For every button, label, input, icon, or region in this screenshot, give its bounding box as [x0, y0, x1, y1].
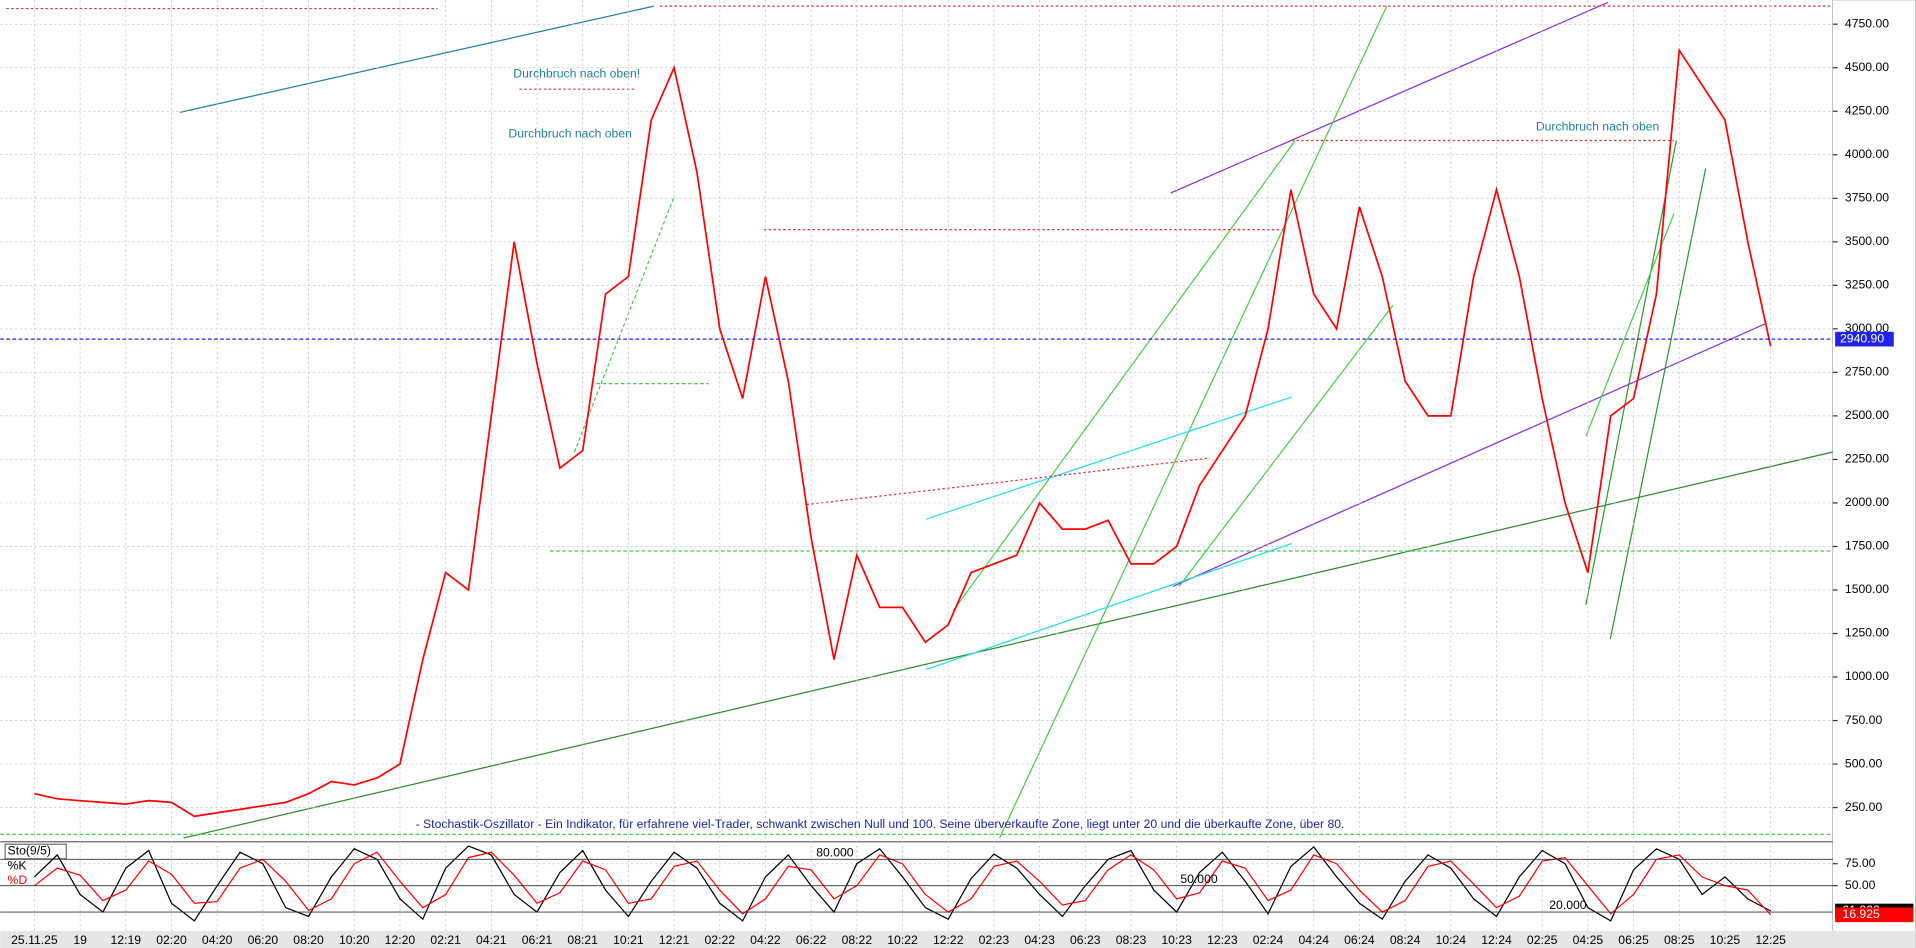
- trend-line: [1585, 213, 1675, 437]
- x-tick-label: 04:25: [1573, 933, 1604, 947]
- x-tick-label: 10:22: [887, 933, 918, 947]
- y-tick-label: 1000.00: [1845, 669, 1889, 683]
- y-tick-label: 2750.00: [1845, 365, 1889, 379]
- indicator-box[interactable]: [4, 843, 67, 860]
- y-tick-label: 4250.00: [1845, 103, 1889, 117]
- trend-line: [926, 396, 1292, 520]
- x-tick-label: 06:21: [522, 933, 553, 947]
- y-tick-label: 3500.00: [1845, 234, 1889, 248]
- level-line: [806, 457, 1210, 506]
- level-label: 20.000: [1549, 898, 1587, 912]
- trend-line: [1585, 140, 1677, 605]
- y-tick-label: 250.00: [1845, 800, 1883, 814]
- level-label: 80.000: [816, 845, 854, 859]
- y-tick-label: 1500.00: [1845, 582, 1889, 596]
- x-tick-label: 08:25: [1664, 933, 1695, 947]
- annotation: Durchbruch nach oben: [1536, 119, 1659, 133]
- x-tick-label: 04:23: [1024, 933, 1055, 947]
- y-tick-label: 75.00: [1845, 856, 1876, 870]
- trend-line: [998, 5, 1388, 839]
- y-tick-label: 3250.00: [1845, 278, 1889, 292]
- x-tick-label: 08:20: [293, 933, 324, 947]
- annotation: Durchbruch nach oben!: [513, 67, 640, 81]
- trend-line: [1609, 168, 1707, 640]
- right-axis-area: [1832, 0, 1916, 948]
- x-tick-label: 10:24: [1436, 933, 1467, 947]
- x-tick-label: 10:23: [1161, 933, 1192, 947]
- x-tick-label: 08:23: [1116, 933, 1147, 947]
- x-tick-label: 06:24: [1344, 933, 1375, 947]
- trend-line: [926, 543, 1292, 671]
- x-tick-label: 12:24: [1481, 933, 1512, 947]
- value-box: [1835, 331, 1894, 347]
- series-line: [34, 851, 1772, 916]
- x-tick-label: 02:25: [1527, 933, 1558, 947]
- y-tick-label: 2000.00: [1845, 495, 1889, 509]
- trend-line: [573, 195, 676, 453]
- y-tick-label: 1250.00: [1845, 626, 1889, 640]
- value-box-label: 16.925: [1842, 907, 1880, 921]
- x-tick-label: 12:23: [1207, 933, 1238, 947]
- y-tick-label: 2250.00: [1845, 452, 1889, 466]
- y-tick-label: 4500.00: [1845, 60, 1889, 74]
- x-tick-label: 08:24: [1390, 933, 1421, 947]
- trend-line: [1172, 323, 1766, 587]
- trend-line: [183, 451, 1833, 839]
- x-tick-label: 12:22: [933, 933, 964, 947]
- x-tick-label: 06:25: [1618, 933, 1649, 947]
- x-tick-label: 08:21: [567, 933, 598, 947]
- x-tick-label: 08:22: [842, 933, 873, 947]
- value-box: [1835, 907, 1914, 923]
- x-tick-label: 02:24: [1253, 933, 1284, 947]
- y-tick-label: 1750.00: [1845, 539, 1889, 553]
- value-box-label: 2940.90: [1840, 331, 1884, 345]
- x-tick-label: 04:21: [476, 933, 507, 947]
- trend-line: [1178, 305, 1394, 587]
- y-tick-label: 50.00: [1845, 878, 1876, 892]
- y-tick-label: 500.00: [1845, 756, 1883, 770]
- x-axis-area: [0, 930, 1916, 948]
- x-tick-label: 12:19: [111, 933, 142, 947]
- x-tick-label: 02:20: [156, 933, 187, 947]
- series-line: [34, 47, 1772, 818]
- level-label: 50.000: [1180, 872, 1218, 886]
- x-tick-label: 06:20: [248, 933, 279, 947]
- trend-line: [952, 140, 1296, 612]
- y-tick-label: 4000.00: [1845, 147, 1889, 161]
- x-tick-label: 02:23: [979, 933, 1010, 947]
- trend-line: [1170, 1, 1609, 194]
- x-tick-label: 25.11.25: [11, 933, 58, 947]
- legend-label: %K: [8, 858, 27, 872]
- x-tick-label: 06:22: [796, 933, 827, 947]
- x-tick-label: 04:24: [1298, 933, 1329, 947]
- y-tick-label: 3750.00: [1845, 191, 1889, 205]
- x-tick-label: 04:20: [202, 933, 233, 947]
- legend-label: %D: [8, 873, 28, 887]
- x-tick-label: 10:21: [613, 933, 644, 947]
- x-tick-label: 10:25: [1710, 933, 1741, 947]
- x-tick-label: 02:22: [705, 933, 736, 947]
- x-tick-label: 06:23: [1070, 933, 1101, 947]
- series-line: [34, 845, 1771, 922]
- annotation: Durchbruch nach oben: [508, 127, 631, 141]
- y-tick-label: 750.00: [1845, 713, 1883, 727]
- trend-lines: [0, 1, 1833, 839]
- y-tick-label: 2500.00: [1845, 408, 1889, 422]
- indicator-title: Sto(9/5): [8, 844, 51, 858]
- x-tick-label: 02:21: [430, 933, 461, 947]
- x-tick-label: 04:22: [750, 933, 781, 947]
- x-tick-label: 19: [73, 933, 87, 947]
- y-tick-label: 4750.00: [1845, 16, 1889, 30]
- x-tick-label: 10:20: [339, 933, 370, 947]
- y-tick-label: 3000.00: [1845, 321, 1889, 335]
- trend-line: [179, 5, 654, 113]
- annotation: - Stochastik-Oszillator - Ein Indikator,…: [416, 817, 1345, 831]
- x-tick-label: 12:21: [659, 933, 690, 947]
- x-tick-label: 12:20: [385, 933, 416, 947]
- x-tick-label: 12:25: [1755, 933, 1786, 947]
